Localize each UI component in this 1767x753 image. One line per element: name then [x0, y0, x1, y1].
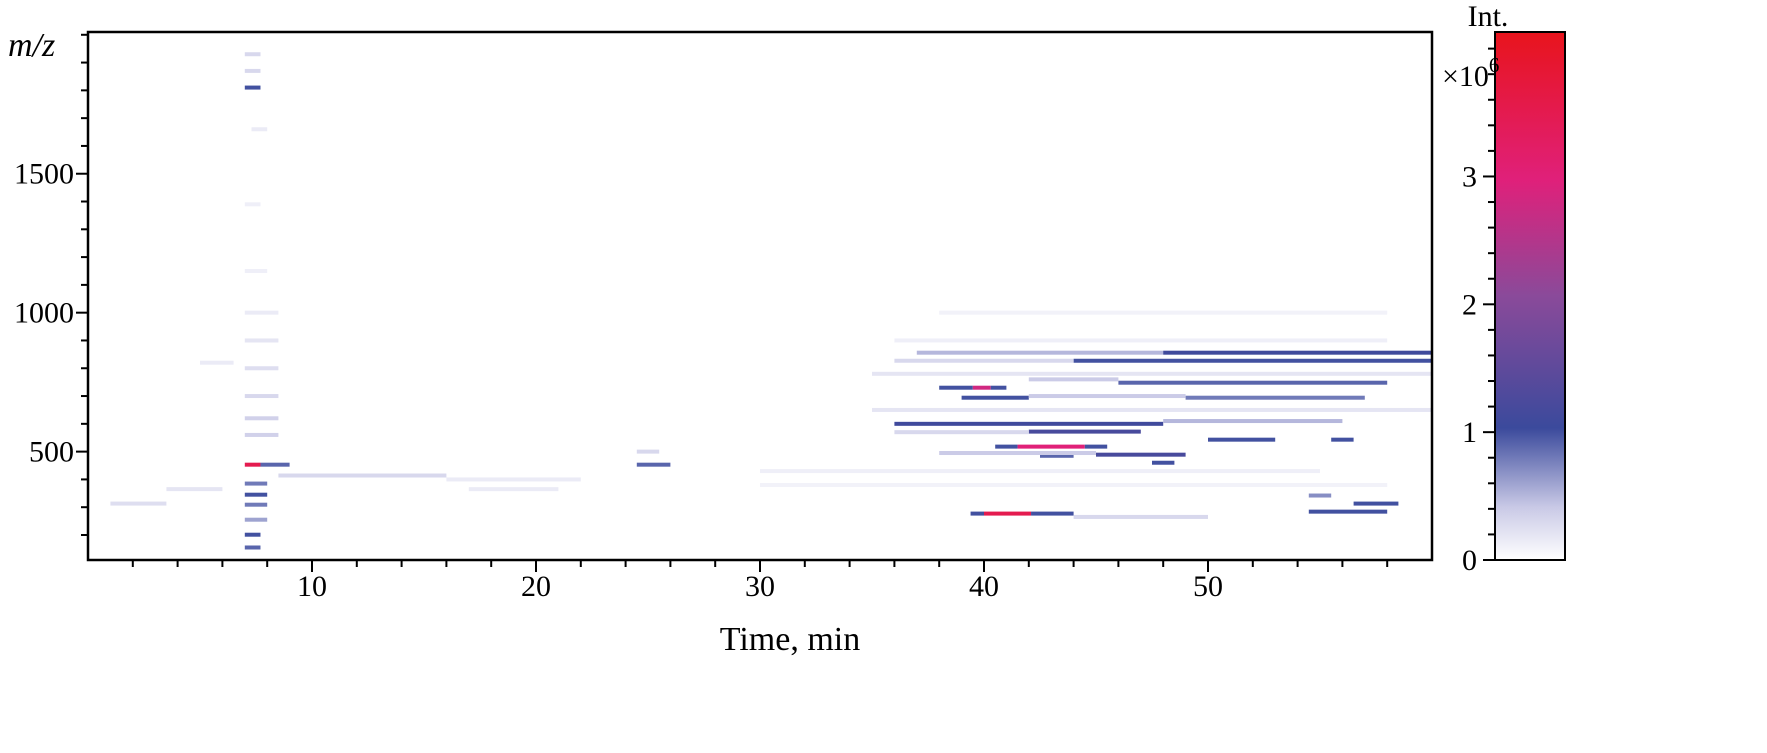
heatmap-streak — [1096, 452, 1186, 457]
heatmap-streak — [1084, 444, 1108, 449]
heatmap-streak — [1017, 444, 1085, 449]
plot-frame — [86, 30, 1434, 562]
y-axis: 500 1000 1500 — [14, 33, 88, 536]
heatmap-streak — [244, 481, 268, 486]
heatmap-streak — [278, 473, 447, 478]
heatmap-streak — [1073, 358, 1432, 363]
colorbar-tick-label: 0 — [1462, 544, 1477, 577]
heatmap-streak — [894, 338, 1388, 343]
colorbar-tick-label: 1 — [1462, 416, 1477, 449]
heatmap-streak — [200, 360, 234, 365]
heatmap-streak — [166, 487, 223, 492]
heatmap-streak — [939, 385, 973, 390]
heatmap-streak — [244, 532, 261, 537]
heatmap-streak — [244, 366, 279, 371]
heatmap-streak — [984, 511, 1032, 516]
heatmap-streak — [894, 430, 1029, 435]
colorbar-multiplier-exp: 6 — [1489, 53, 1500, 77]
heatmap-streak — [636, 449, 660, 454]
heatmap-streak — [468, 487, 559, 492]
heatmap-marks — [110, 52, 1432, 550]
heatmap-streak — [1152, 460, 1175, 465]
colorbar-axis: 0 1 2 3 — [1462, 47, 1495, 577]
heatmap-streak — [244, 492, 268, 497]
y-tick-label: 1500 — [14, 158, 74, 191]
x-tick-label: 20 — [521, 570, 551, 603]
x-tick-label: 50 — [1193, 570, 1223, 603]
colorbar-tick-label: 2 — [1462, 288, 1477, 321]
x-axis: 10 20 30 40 50 — [131, 560, 1389, 603]
heatmap-streak — [446, 477, 581, 482]
heatmap-streak — [1118, 380, 1388, 385]
x-tick-label: 10 — [297, 570, 327, 603]
heatmap-streak — [244, 517, 268, 522]
colorbar-multiplier-base: ×10 — [1442, 60, 1489, 93]
heatmap-streak — [916, 350, 1164, 355]
heatmap-streak — [1040, 453, 1074, 458]
heatmap-streak — [110, 501, 167, 506]
heatmap-streak — [872, 371, 1432, 376]
heatmap-streak — [260, 462, 290, 467]
colorbar-label: Int. — [1468, 0, 1509, 33]
heatmap-streak — [1185, 395, 1365, 400]
heatmap-streak — [939, 310, 1388, 315]
heatmap-streak — [1308, 509, 1388, 514]
heatmap-streak — [1353, 501, 1399, 506]
heatmap-streak — [244, 85, 261, 90]
heatmap-streak — [995, 444, 1018, 449]
y-tick-label: 500 — [29, 436, 74, 469]
heatmap-streak — [961, 395, 1029, 400]
y-axis-label: m/z — [8, 27, 55, 64]
heatmap-streak — [760, 469, 1320, 474]
heatmap-streak — [244, 68, 261, 73]
heatmap-streak — [244, 52, 261, 57]
heatmap-streak — [244, 502, 268, 507]
heatmap-streak — [244, 202, 261, 207]
heatmap-streak — [1031, 511, 1074, 516]
heatmap-streak — [1028, 394, 1186, 399]
colorbar-tick-label: 3 — [1462, 160, 1477, 193]
heatmap-streak — [760, 482, 1388, 487]
heatmap-streak — [1073, 514, 1208, 519]
heatmap-streak — [244, 432, 279, 437]
heatmap-streak — [244, 545, 261, 550]
x-axis-label: Time, min — [720, 621, 860, 658]
heatmap-streak — [970, 511, 984, 516]
heatmap-streak — [894, 358, 1074, 363]
heatmap-streak — [636, 462, 671, 467]
heatmap-streak — [244, 310, 279, 315]
x-tick-label: 30 — [745, 570, 775, 603]
heatmap-streak — [939, 451, 1096, 456]
heatmap-streak — [244, 338, 279, 343]
heatmap-streak — [872, 407, 1432, 412]
heatmap-streak — [1163, 419, 1343, 424]
heatmap-streak — [990, 385, 1007, 390]
x-tick-label: 40 — [969, 570, 999, 603]
heatmap-streak — [251, 127, 268, 132]
heatmap-streak — [244, 268, 268, 273]
heatmap-streak — [244, 394, 279, 399]
heatmap-streak — [244, 462, 261, 467]
colorbar-multiplier: ×106 — [1442, 53, 1499, 93]
heatmap-streak — [1028, 377, 1119, 382]
heatmap-streak — [1028, 429, 1141, 434]
heatmap-streak — [894, 421, 1164, 426]
heatmap-streak — [244, 416, 279, 421]
y-tick-label: 1000 — [14, 297, 74, 330]
heatmap-streak — [1163, 350, 1432, 355]
heatmap-streak — [972, 385, 991, 390]
heatmap-streak — [1308, 493, 1332, 498]
colorbar — [1494, 31, 1566, 561]
heatmap-streak — [1331, 437, 1354, 442]
heatmap-streak — [1208, 437, 1276, 442]
